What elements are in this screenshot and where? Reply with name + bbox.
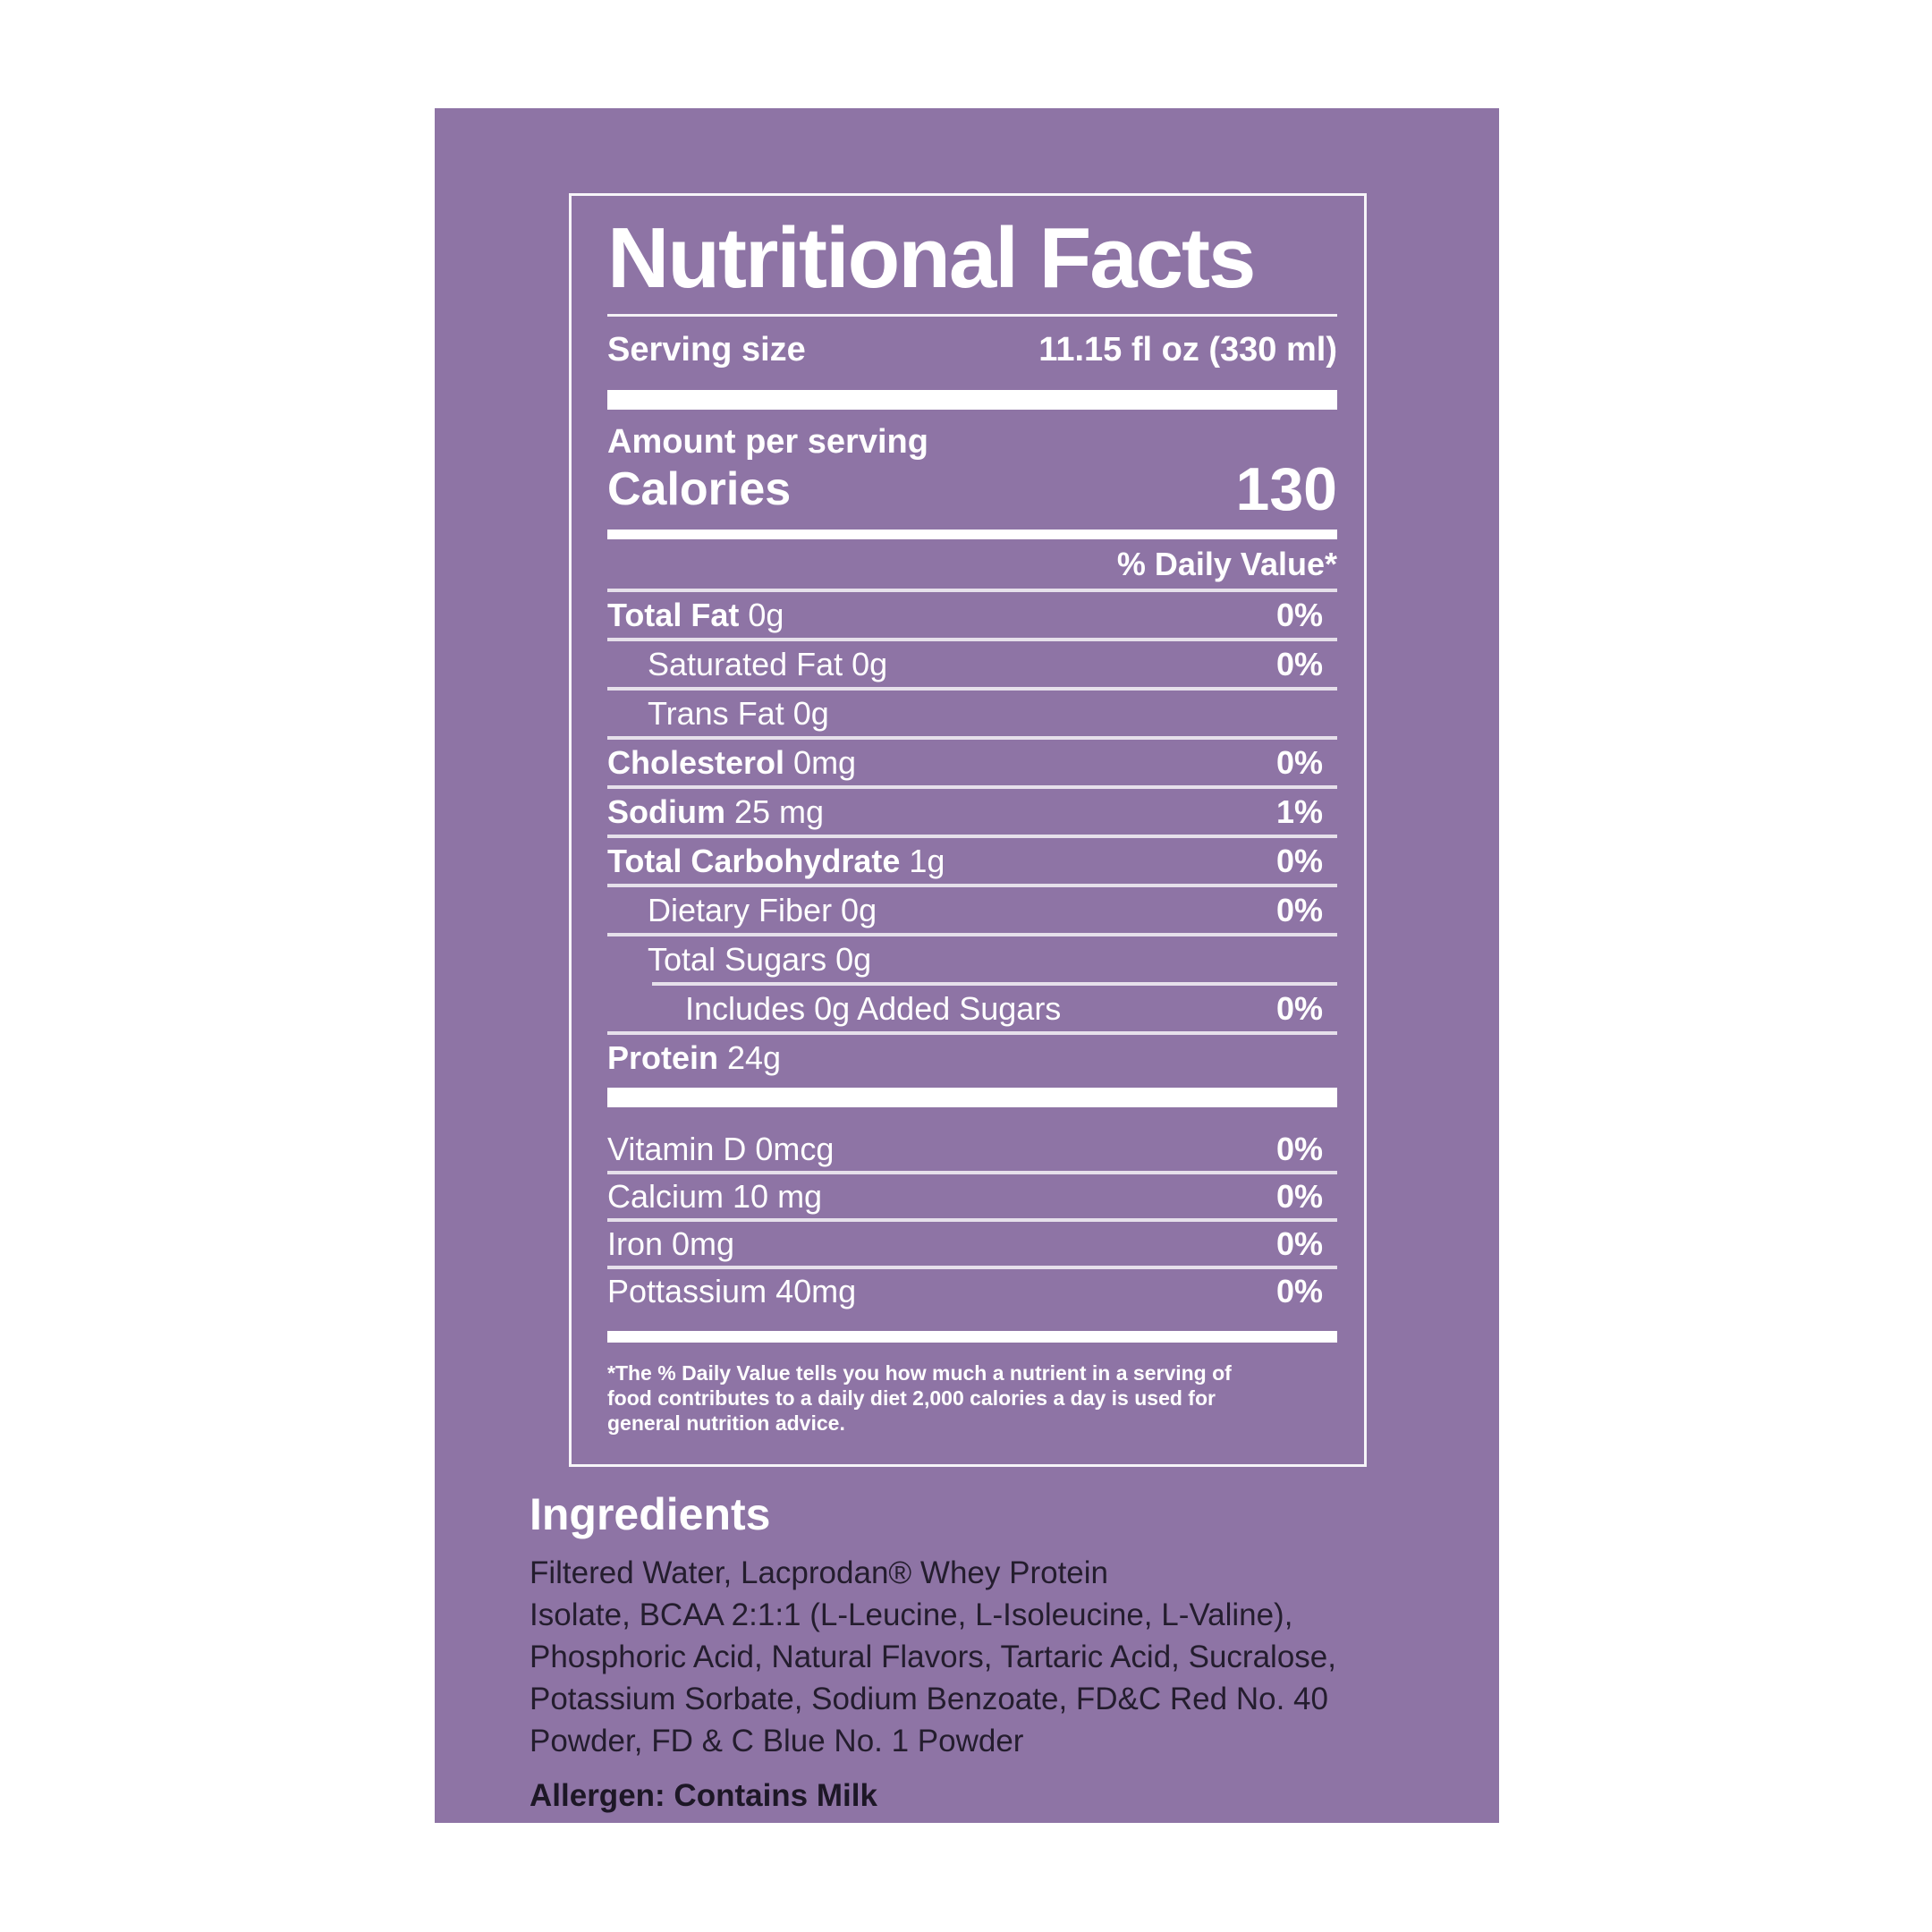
serving-size-row: Serving size 11.15 fl oz (330 ml) (607, 329, 1337, 370)
micronutrient-row: Calcium 10 mg 0% (607, 1174, 1337, 1218)
micronutrient-row: Iron 0mg 0% (607, 1222, 1337, 1266)
nutrient-row: Sodium 25 mg 1% (607, 789, 1337, 835)
serving-size-label: Serving size (607, 331, 806, 369)
ingredients-line: Phosphoric Acid, Natural Flavors, Tartar… (530, 1640, 1336, 1674)
nutrient-name: Includes 0g Added Sugars (685, 989, 1062, 1027)
label-card: Nutritional Facts Serving size 11.15 fl … (435, 108, 1499, 1823)
daily-value-percent: 0% (1275, 842, 1323, 879)
daily-value-percent: 0% (1275, 1130, 1323, 1167)
micronutrient-name: Vitamin D 0mcg (607, 1130, 835, 1167)
row-separator (607, 589, 1337, 592)
daily-value-percent: 0% (1275, 743, 1323, 781)
serving-size-value: 11.15 fl oz (330 ml) (1038, 331, 1337, 369)
nutrient-name: Total Sugars 0g (648, 940, 872, 978)
thick-divider-bar (607, 390, 1337, 410)
nutrient-row: Protein 24g (607, 1035, 1337, 1080)
nutrient-name: Protein 24g (607, 1038, 782, 1076)
micronutrient-rows: Vitamin D 0mcg 0% Calcium 10 mg 0% Iron 0mg 0… (607, 1127, 1337, 1313)
nutrient-row: Total Sugars 0g (607, 936, 1337, 982)
micronutrient-name: Pottassium 40mg (607, 1272, 857, 1309)
daily-value-percent: 0% (1275, 1272, 1323, 1309)
thick-divider-bar (607, 1088, 1337, 1107)
ingredients-line: Filtered Water, Lacprodan® Whey Protein (530, 1555, 1109, 1590)
row-separator (607, 933, 1337, 936)
calories-label: Calories (607, 463, 792, 515)
row-separator (607, 638, 1337, 641)
daily-value-header: % Daily Value* (1116, 546, 1337, 582)
ingredients-line: Powder, FD & C Blue No. 1 Powder (530, 1724, 1024, 1758)
nutrient-row: Total Fat 0g 0% (607, 592, 1337, 638)
daily-value-percent: 1% (1275, 792, 1323, 830)
nutrient-row: Saturated Fat 0g 0% (607, 641, 1337, 687)
nutrient-name: Trans Fat 0g (648, 694, 829, 732)
micronutrient-name: Calcium 10 mg (607, 1177, 823, 1215)
footnote-line: general nutrition advice. (607, 1411, 845, 1435)
row-separator (607, 785, 1337, 789)
micronutrient-row: Vitamin D 0mcg 0% (607, 1127, 1337, 1171)
footnote-line: food contributes to a daily diet 2,000 c… (607, 1386, 1216, 1410)
daily-value-percent: 0% (1275, 1224, 1323, 1262)
title-underline (607, 314, 1337, 317)
row-separator (607, 687, 1337, 691)
row-separator (607, 1218, 1337, 1222)
calories-row: Calories 130 (607, 455, 1337, 523)
daily-value-percent: 0% (1275, 891, 1323, 928)
nutrient-name: Dietary Fiber 0g (648, 891, 877, 928)
daily-value-percent: 0% (1275, 645, 1323, 682)
calories-value: 130 (1235, 455, 1337, 523)
micronutrient-row: Pottassium 40mg 0% (607, 1269, 1337, 1313)
row-separator (607, 1171, 1337, 1174)
daily-value-percent: 0% (1275, 989, 1323, 1027)
nutrient-name: Saturated Fat 0g (648, 645, 888, 682)
nutrient-name: Cholesterol 0mg (607, 743, 857, 781)
row-separator (607, 1266, 1337, 1269)
nutrient-name: Total Fat 0g (607, 596, 784, 633)
row-separator (652, 982, 1337, 986)
ingredients-heading: Ingredients (530, 1489, 771, 1539)
row-separator (607, 884, 1337, 887)
nutrient-row: Includes 0g Added Sugars 0% (607, 986, 1337, 1031)
micronutrient-name: Iron 0mg (607, 1224, 735, 1262)
nutrient-name: Total Carbohydrate 1g (607, 842, 945, 879)
ingredients-line: Potassium Sorbate, Sodium Benzoate, FD&C… (530, 1682, 1328, 1716)
daily-value-percent: 0% (1275, 596, 1323, 633)
nutrition-facts-panel: Nutritional Facts Serving size 11.15 fl … (569, 193, 1367, 1467)
daily-value-footnote: *The % Daily Value tells you how much a … (607, 1360, 1337, 1436)
nutrient-rows: Total Fat 0g 0% Saturated Fat 0g 0% Trans Fa… (607, 589, 1337, 1080)
row-separator (607, 1031, 1337, 1035)
nutrient-row: Total Carbohydrate 1g 0% (607, 838, 1337, 884)
nutrient-row: Dietary Fiber 0g 0% (607, 887, 1337, 933)
thin-divider-bar (607, 1331, 1337, 1343)
ingredients-list: Filtered Water, Lacprodan® Whey Protein I… (530, 1552, 1336, 1762)
footnote-line: *The % Daily Value tells you how much a … (607, 1361, 1232, 1385)
allergen-note: Allergen: Contains Milk (530, 1778, 877, 1813)
amount-per-serving-label: Amount per serving (607, 423, 928, 461)
row-separator (607, 835, 1337, 838)
ingredients-line: Isolate, BCAA 2:1:1 (L-Leucine, L-Isoleu… (530, 1597, 1293, 1632)
row-separator (607, 736, 1337, 740)
nutrient-row: Trans Fat 0g (607, 691, 1337, 736)
nutrient-name: Sodium 25 mg (607, 792, 825, 830)
daily-value-percent: 0% (1275, 1177, 1323, 1215)
nutrient-row: Cholesterol 0mg 0% (607, 740, 1337, 785)
medium-divider-bar (607, 530, 1337, 539)
nutrition-facts-title: Nutritional Facts (607, 210, 1256, 306)
